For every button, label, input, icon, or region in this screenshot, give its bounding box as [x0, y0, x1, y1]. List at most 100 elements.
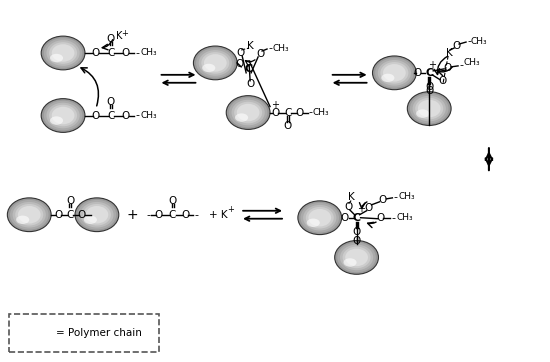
Ellipse shape: [83, 204, 111, 226]
Text: O: O: [365, 203, 373, 213]
Ellipse shape: [232, 100, 265, 125]
Ellipse shape: [298, 201, 342, 235]
Text: O: O: [340, 213, 349, 223]
Ellipse shape: [229, 98, 267, 127]
Text: +: +: [428, 60, 436, 70]
Ellipse shape: [202, 64, 215, 72]
Ellipse shape: [412, 96, 446, 121]
Text: O: O: [236, 48, 244, 58]
Ellipse shape: [7, 198, 51, 232]
Ellipse shape: [85, 206, 108, 223]
Ellipse shape: [52, 44, 74, 62]
Text: -: -: [136, 110, 140, 121]
Ellipse shape: [234, 102, 262, 123]
Ellipse shape: [345, 249, 368, 266]
Ellipse shape: [381, 62, 409, 84]
Text: -: -: [459, 60, 463, 70]
Text: +: +: [227, 205, 234, 214]
Text: O: O: [353, 236, 361, 245]
Ellipse shape: [10, 200, 48, 230]
Ellipse shape: [20, 323, 45, 342]
Ellipse shape: [194, 46, 237, 80]
Ellipse shape: [343, 247, 371, 268]
Text: CH₃: CH₃: [398, 192, 415, 201]
Text: O: O: [443, 63, 451, 73]
Text: O: O: [256, 49, 264, 59]
Ellipse shape: [84, 216, 97, 224]
Text: CH₃: CH₃: [471, 37, 487, 46]
Text: -: -: [136, 48, 140, 58]
Text: O: O: [66, 196, 74, 206]
Ellipse shape: [418, 100, 441, 117]
Text: O: O: [271, 108, 279, 118]
Ellipse shape: [410, 94, 448, 123]
Ellipse shape: [49, 105, 77, 126]
Text: -: -: [392, 213, 395, 223]
Text: C: C: [353, 213, 361, 223]
Ellipse shape: [50, 116, 63, 125]
Text: O: O: [438, 76, 446, 86]
Text: K: K: [247, 41, 254, 51]
Text: CH₃: CH₃: [464, 58, 480, 67]
Text: C: C: [425, 68, 433, 78]
Ellipse shape: [343, 258, 356, 267]
Ellipse shape: [300, 203, 339, 232]
Text: -: -: [309, 108, 313, 118]
Ellipse shape: [337, 243, 376, 272]
Ellipse shape: [306, 207, 334, 228]
Ellipse shape: [80, 202, 113, 228]
Ellipse shape: [199, 50, 232, 76]
Ellipse shape: [78, 200, 116, 230]
Ellipse shape: [204, 54, 227, 72]
Ellipse shape: [415, 98, 443, 119]
Text: O: O: [284, 121, 292, 131]
Text: O: O: [107, 34, 115, 44]
Text: CH₃: CH₃: [396, 213, 412, 222]
Ellipse shape: [44, 38, 82, 68]
Ellipse shape: [41, 98, 85, 132]
Text: O: O: [344, 202, 353, 212]
Text: CH₃: CH₃: [140, 111, 157, 120]
Ellipse shape: [383, 64, 406, 81]
Text: O: O: [376, 213, 384, 223]
Text: K: K: [116, 31, 122, 41]
Ellipse shape: [226, 96, 270, 129]
Text: O: O: [78, 210, 86, 220]
Ellipse shape: [44, 101, 82, 130]
Ellipse shape: [46, 103, 80, 128]
Ellipse shape: [18, 206, 41, 223]
Ellipse shape: [41, 36, 85, 70]
Text: O: O: [353, 227, 361, 237]
Text: O: O: [235, 59, 243, 69]
Text: O: O: [168, 196, 177, 206]
Text: = Polymer chain: = Polymer chain: [56, 328, 142, 338]
Text: O: O: [425, 82, 433, 92]
Text: +: +: [122, 29, 128, 38]
Text: C: C: [67, 210, 74, 220]
Ellipse shape: [375, 58, 414, 88]
Ellipse shape: [75, 198, 119, 232]
Text: C: C: [284, 108, 292, 118]
Ellipse shape: [25, 327, 40, 338]
Ellipse shape: [236, 104, 260, 121]
Text: + K: + K: [209, 210, 228, 220]
Ellipse shape: [21, 324, 43, 341]
Ellipse shape: [16, 216, 29, 224]
Text: C: C: [169, 210, 176, 220]
Ellipse shape: [50, 54, 63, 62]
Ellipse shape: [335, 240, 378, 274]
Ellipse shape: [18, 322, 46, 344]
Text: -: -: [393, 192, 398, 202]
FancyBboxPatch shape: [9, 314, 158, 352]
Text: O: O: [155, 210, 163, 220]
Text: C: C: [107, 48, 114, 58]
Ellipse shape: [23, 326, 41, 340]
Text: K: K: [446, 48, 453, 58]
Ellipse shape: [46, 40, 80, 66]
Text: C: C: [244, 64, 252, 74]
Text: -: -: [147, 210, 151, 220]
Ellipse shape: [15, 204, 43, 226]
Text: O: O: [296, 108, 304, 118]
Text: O: O: [246, 79, 254, 89]
Text: +: +: [271, 100, 279, 110]
